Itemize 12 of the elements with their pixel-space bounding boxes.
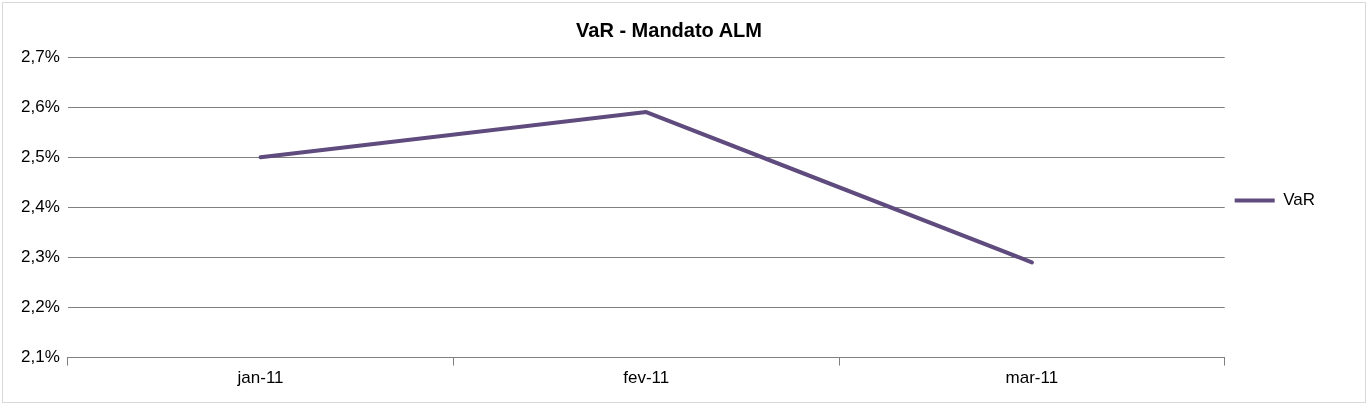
x-tick-label: fev-11 bbox=[623, 368, 670, 388]
legend-label: VaR bbox=[1283, 190, 1315, 210]
y-tick-label: 2,4% bbox=[21, 196, 60, 216]
y-tick-label: 2,1% bbox=[21, 347, 60, 367]
y-tick-label: 2,5% bbox=[21, 146, 60, 166]
y-tick-label: 2,6% bbox=[21, 96, 60, 116]
x-tick-label: jan-11 bbox=[236, 368, 284, 388]
chart-title: VaR - Mandato ALM bbox=[576, 18, 762, 41]
y-tick-label: 2,3% bbox=[21, 247, 60, 267]
y-tick-label: 2,2% bbox=[21, 297, 60, 317]
x-tick-label: mar-11 bbox=[1005, 368, 1059, 388]
y-tick-label: 2,7% bbox=[21, 46, 60, 66]
